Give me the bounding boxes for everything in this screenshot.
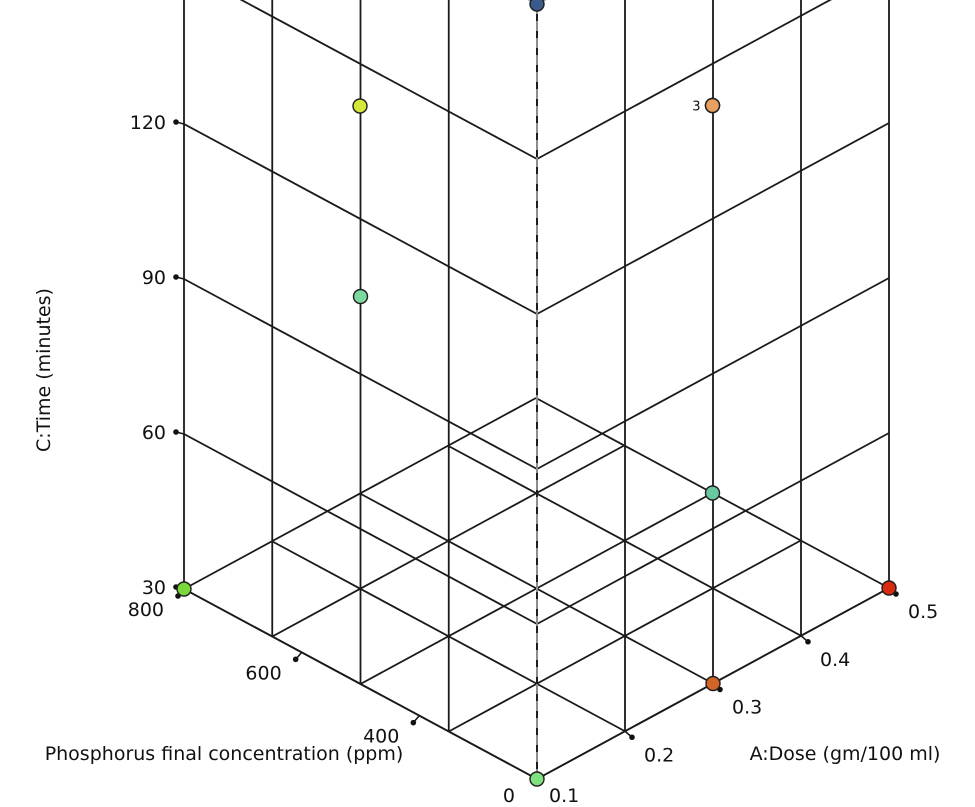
z-tick-label: 90 bbox=[142, 267, 166, 289]
z-tick-label: 60 bbox=[142, 422, 166, 444]
left-wall-horizontal bbox=[183, 123, 538, 315]
z-axis-title: C:Time (minutes) bbox=[33, 288, 55, 452]
y-axis-title: Phosphorus final concentration (ppm) bbox=[45, 743, 404, 765]
z-tick-dot bbox=[173, 119, 179, 125]
x-tick-dot bbox=[805, 638, 811, 645]
x-tick-label: 0.1 bbox=[549, 785, 579, 807]
left-wall-horizontal bbox=[183, 588, 538, 780]
right-wall-horizontal bbox=[536, 277, 890, 470]
chart-grid bbox=[183, 0, 890, 780]
data-point bbox=[881, 580, 897, 596]
data-point bbox=[529, 771, 545, 787]
chart-ticks: 30609012015018004006008000.10.20.30.40.5 bbox=[128, 112, 938, 807]
y-tick-label: 600 bbox=[245, 662, 281, 684]
x-tick-label: 0.4 bbox=[820, 649, 850, 671]
z-tick-label: 30 bbox=[142, 577, 166, 599]
x-tick-dot bbox=[629, 734, 635, 741]
data-point bbox=[705, 675, 721, 692]
data-point bbox=[704, 485, 721, 501]
data-point bbox=[352, 98, 368, 114]
y-tick-label: 400 bbox=[363, 726, 399, 748]
z-tick-dot bbox=[173, 429, 179, 435]
x-tick-label: 0.5 bbox=[908, 601, 938, 623]
left-wall-horizontal bbox=[183, 278, 538, 470]
data-point bbox=[704, 97, 721, 114]
data-point bbox=[352, 288, 369, 305]
y-tick-dot bbox=[292, 656, 299, 663]
z-tick-label: 120 bbox=[130, 112, 166, 134]
x-axis-title: A:Dose (gm/100 ml) bbox=[750, 743, 941, 765]
x-tick-label: 0.2 bbox=[644, 744, 674, 766]
data-point bbox=[529, 0, 545, 12]
right-wall-horizontal bbox=[536, 432, 890, 625]
y-tick-label: 800 bbox=[128, 599, 164, 621]
data-point bbox=[176, 581, 192, 597]
right-wall-horizontal bbox=[536, 122, 890, 315]
chart-points: 3 bbox=[176, 0, 897, 787]
y-tick-label: 0 bbox=[503, 785, 515, 807]
data-point-label: 3 bbox=[692, 100, 700, 115]
y-tick-dot bbox=[410, 719, 417, 726]
x-tick-label: 0.3 bbox=[732, 697, 762, 719]
left-wall-horizontal bbox=[183, 433, 538, 625]
z-tick-dot bbox=[173, 274, 179, 280]
left-wall-horizontal bbox=[239, 0, 538, 160]
right-wall-horizontal bbox=[536, 0, 832, 160]
